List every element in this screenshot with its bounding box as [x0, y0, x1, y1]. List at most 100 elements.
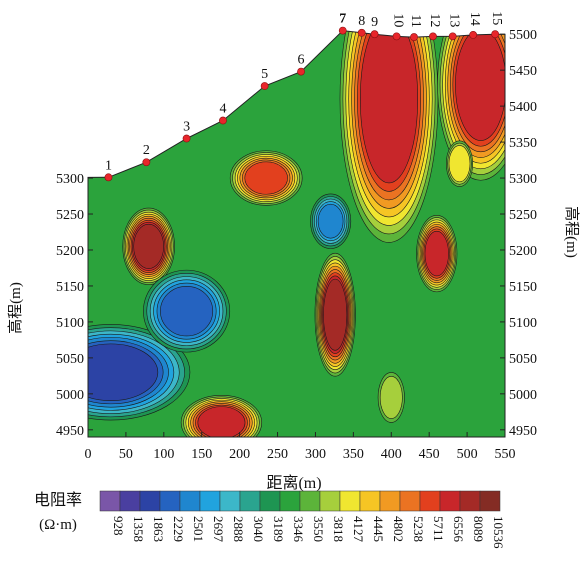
colorbar-tick-label: 3189 [271, 516, 286, 542]
electrode-13 [448, 32, 457, 41]
colorbar-swatch [279, 490, 301, 512]
anomaly-11 [377, 372, 405, 423]
anomaly-6 [180, 395, 263, 437]
colorbar-tick-label: 3040 [251, 516, 266, 542]
x-tick-label: 300 [305, 447, 326, 462]
colorbar-tick-label: 4445 [371, 516, 386, 542]
colorbar-tick-label: 4802 [391, 516, 406, 542]
electrode-label-5: 5 [261, 67, 268, 82]
y-tick-label-right: 5050 [509, 352, 537, 367]
axes: 0 50 100 150 200 250 300 350 400 450 500 550 4950 495… [56, 28, 537, 462]
contour-ring [379, 376, 403, 419]
x-tick-label: 450 [419, 447, 440, 462]
colorbar-tick-label: 2888 [231, 516, 246, 542]
colorbar: 928 1358 1863 2229 2501 2697 2888 3040 3189 3346 3… [99, 490, 506, 549]
y-tick-label-right: 5350 [509, 136, 537, 151]
electrode-label-3: 3 [183, 119, 190, 134]
y-tick-label-left: 5150 [56, 280, 84, 295]
electrode-label-6: 6 [298, 53, 305, 68]
colorbar-label-line1: 电阻率 [34, 491, 82, 509]
colorbar-tick-label: 6556 [451, 516, 466, 543]
y-tick-label-right: 5000 [509, 388, 537, 403]
y-tick-label-right: 5500 [509, 28, 537, 43]
electrode-3 [182, 134, 191, 143]
colorbar-tick-label: 5711 [431, 516, 446, 542]
y-tick-label-left: 5000 [56, 388, 84, 403]
contour-ring [359, 30, 418, 184]
colorbar-tick-label: 10536 [491, 516, 506, 549]
contour-ring [88, 343, 159, 401]
y-tick-label-right: 5250 [509, 208, 537, 223]
y-tick-label-right: 5200 [509, 244, 537, 259]
electrode-label-13: 13 [447, 13, 462, 27]
contour-ring [448, 145, 471, 183]
y-tick-label-left: 5200 [56, 244, 84, 259]
electrode-7 [338, 26, 347, 35]
colorbar-tick-label: 5238 [411, 516, 426, 542]
colorbar-swatch [259, 490, 281, 512]
electrode-label-15: 15 [489, 11, 504, 25]
x-tick-label: 350 [343, 447, 364, 462]
colorbar-swatch [479, 490, 501, 512]
contour-ring [160, 286, 214, 337]
colorbar-swatch [419, 490, 441, 512]
colorbar-tick-label: 8089 [471, 516, 486, 542]
y-tick-label-left: 5050 [56, 352, 84, 367]
electrode-14 [469, 31, 478, 39]
contour-ring [424, 230, 449, 277]
y-tick-label-right: 5450 [509, 64, 537, 79]
electrode-8 [357, 28, 366, 37]
electrode-15 [491, 30, 500, 39]
resistivity-field [88, 30, 505, 437]
contour-ring [133, 223, 164, 269]
colorbar-swatch [459, 490, 481, 512]
electrode-label-11: 11 [408, 14, 423, 27]
y-tick-label-left: 5250 [56, 208, 84, 223]
x-tick-label: 150 [191, 447, 212, 462]
x-tick-label: 200 [229, 447, 250, 462]
colorbar-swatch [179, 490, 201, 512]
anomaly-10 [310, 193, 352, 249]
x-tick-label: 500 [457, 447, 478, 462]
contour-ring [317, 203, 344, 239]
contour-ring [197, 406, 246, 437]
anomaly-7 [229, 150, 303, 206]
y-tick-label-left: 5100 [56, 316, 84, 331]
electrode-label-4: 4 [219, 102, 226, 117]
electrode-label-12: 12 [427, 13, 442, 27]
electrode-label-7: 7 [339, 12, 346, 27]
colorbar-tick-label: 4127 [351, 516, 366, 543]
y-axis-label-right: 高程(m) [563, 206, 580, 258]
colorbar-swatch [379, 490, 401, 512]
colorbar-swatch [219, 490, 241, 512]
anomaly-8 [88, 324, 191, 421]
y-axis-label-left: 高程(m) [7, 282, 24, 334]
colorbar-tick-label: 3346 [291, 516, 306, 543]
colorbar-swatch [119, 490, 141, 512]
contour-ring [323, 278, 348, 351]
colorbar-tick-label: 2697 [211, 516, 226, 543]
electrode-9 [370, 30, 379, 39]
colorbar-tick-label: 2229 [171, 516, 186, 542]
electrode-label-14: 14 [467, 12, 482, 26]
colorbar-swatch [439, 490, 461, 512]
colorbar-swatch [299, 490, 321, 512]
colorbar-swatch [339, 490, 361, 512]
anomaly-9 [143, 269, 231, 353]
electrode-label-9: 9 [371, 15, 378, 30]
colorbar-label-line2: (Ω·m) [39, 517, 77, 533]
colorbar-swatch [99, 490, 121, 512]
x-tick-label: 250 [267, 447, 288, 462]
colorbar-tick-label: 1358 [131, 516, 146, 542]
electrode-12 [429, 32, 437, 41]
anomaly-3 [122, 207, 175, 285]
colorbar-swatch [359, 490, 381, 512]
anomaly-5 [416, 214, 458, 293]
colorbar-swatch [399, 490, 421, 512]
x-axis-label: 距离(m) [266, 474, 321, 492]
colorbar-swatch [199, 490, 221, 512]
y-tick-label-left: 4950 [56, 424, 84, 439]
